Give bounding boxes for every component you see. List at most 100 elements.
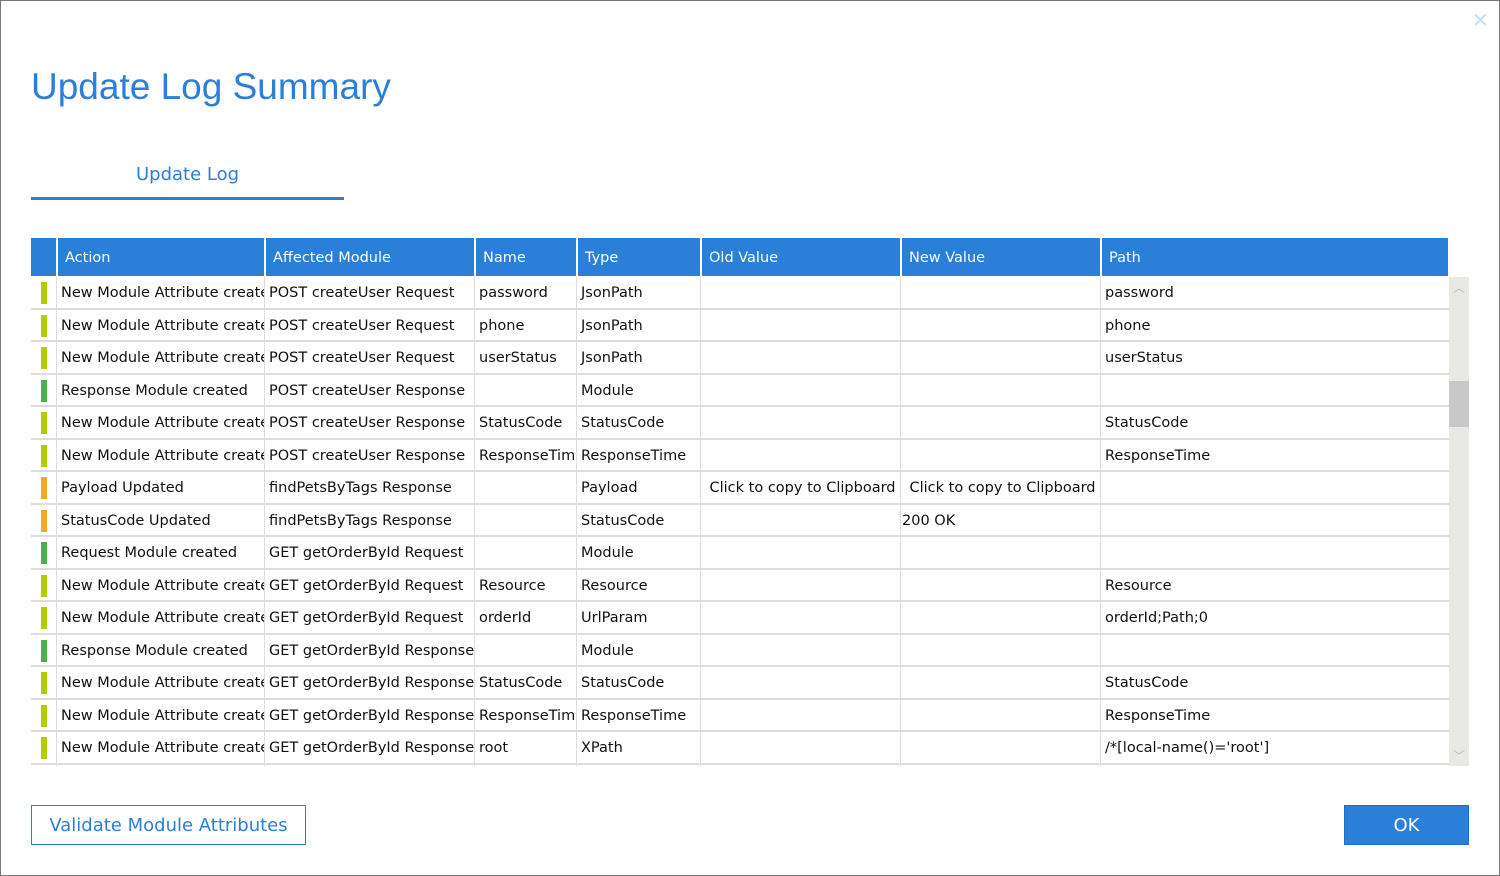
table-row[interactable]: New Module Attribute created GET getOrder… bbox=[31, 569, 1449, 602]
cell-path: StatusCode bbox=[1100, 667, 1448, 698]
cell-name: StatusCode bbox=[474, 667, 576, 698]
cell-new bbox=[900, 407, 1100, 438]
cell-name: orderId bbox=[474, 602, 576, 633]
cell-new bbox=[900, 602, 1100, 633]
table-row[interactable]: New Module Attribute created POST createU… bbox=[31, 342, 1449, 375]
cell-new bbox=[900, 537, 1100, 568]
table-row[interactable]: Request Module created GET getOrderById R… bbox=[31, 537, 1449, 570]
table-row[interactable]: Response Module created GET getOrderById … bbox=[31, 634, 1449, 667]
cell-module: findPetsByTags Response bbox=[264, 472, 474, 503]
cell-type: JsonPath bbox=[576, 342, 700, 373]
header-type[interactable]: Type bbox=[576, 238, 700, 276]
cell-path: orderId;Path;0 bbox=[1100, 602, 1448, 633]
status-bar bbox=[41, 672, 47, 694]
status-indicator bbox=[31, 667, 56, 698]
cell-action: Request Module created bbox=[56, 537, 264, 568]
table-row[interactable]: New Module Attribute created GET getOrder… bbox=[31, 667, 1449, 700]
status-bar bbox=[41, 574, 47, 597]
cell-name: userStatus bbox=[474, 342, 576, 373]
cell-path: userStatus bbox=[1100, 342, 1448, 373]
cell-path bbox=[1100, 764, 1448, 766]
cell-name bbox=[474, 764, 576, 766]
cell-path bbox=[1100, 472, 1448, 503]
cell-module: GET getOrderById Response bbox=[264, 732, 474, 763]
table-row[interactable] bbox=[31, 764, 1449, 766]
header-new-value[interactable]: New Value bbox=[900, 238, 1100, 276]
cell-new bbox=[900, 732, 1100, 763]
status-bar bbox=[41, 314, 47, 337]
validate-module-attributes-button[interactable]: Validate Module Attributes bbox=[31, 805, 306, 845]
cell-path bbox=[1100, 504, 1448, 535]
cell-old bbox=[700, 569, 900, 600]
cell-type: Module bbox=[576, 537, 700, 568]
status-indicator bbox=[31, 440, 56, 471]
table-row[interactable]: New Module Attribute created POST createU… bbox=[31, 277, 1449, 310]
table-row[interactable]: StatusCode Updated findPetsByTags Respons… bbox=[31, 504, 1449, 537]
vertical-scrollbar[interactable]: ︿ ﹀ bbox=[1449, 277, 1469, 766]
status-bar bbox=[41, 379, 47, 402]
cell-type: Module bbox=[576, 634, 700, 665]
header-name[interactable]: Name bbox=[474, 238, 576, 276]
cell-module: findPetsByTags Response bbox=[264, 504, 474, 535]
cell-old bbox=[700, 342, 900, 373]
close-icon[interactable]: ✕ bbox=[1472, 8, 1489, 32]
header-action[interactable]: Action bbox=[56, 238, 264, 276]
cell-type: Payload bbox=[576, 472, 700, 503]
cell-action: New Module Attribute created bbox=[56, 602, 264, 633]
cell-module: GET getOrderById Request bbox=[264, 537, 474, 568]
tab-update-log[interactable]: Update Log bbox=[31, 160, 344, 200]
table-row[interactable]: New Module Attribute created GET getOrder… bbox=[31, 732, 1449, 765]
cell-new bbox=[900, 342, 1100, 373]
header-path[interactable]: Path bbox=[1100, 238, 1448, 276]
status-indicator bbox=[31, 472, 56, 503]
table-row[interactable]: New Module Attribute created GET getOrder… bbox=[31, 699, 1449, 732]
cell-action: New Module Attribute created bbox=[56, 277, 264, 308]
cell-module: GET getOrderById Response bbox=[264, 667, 474, 698]
cell-type bbox=[576, 764, 700, 766]
cell-type: Resource bbox=[576, 569, 700, 600]
cell-name bbox=[474, 634, 576, 665]
table-row[interactable]: New Module Attribute created POST createU… bbox=[31, 309, 1449, 342]
scrollbar-thumb[interactable] bbox=[1449, 381, 1469, 427]
status-bar bbox=[41, 704, 47, 727]
cell-new bbox=[900, 309, 1100, 340]
table-row[interactable]: Payload Updated findPetsByTags Response Pa… bbox=[31, 472, 1449, 505]
cell-new[interactable]: Click to copy to Clipboard bbox=[900, 472, 1100, 503]
dialog-title: Update Log Summary bbox=[31, 66, 391, 107]
cell-old bbox=[700, 374, 900, 405]
status-bar bbox=[41, 509, 47, 532]
table-row[interactable]: Response Module created POST createUser R… bbox=[31, 374, 1449, 407]
cell-type: ResponseTime bbox=[576, 699, 700, 730]
cell-action: New Module Attribute created bbox=[56, 732, 264, 763]
cell-new bbox=[900, 374, 1100, 405]
status-bar bbox=[41, 412, 47, 434]
cell-action bbox=[56, 764, 264, 766]
cell-old bbox=[700, 407, 900, 438]
status-indicator bbox=[31, 342, 56, 373]
cell-path bbox=[1100, 374, 1448, 405]
table-row[interactable]: New Module Attribute created POST createU… bbox=[31, 439, 1449, 472]
cell-type: StatusCode bbox=[576, 504, 700, 535]
status-bar bbox=[41, 444, 47, 467]
status-indicator bbox=[31, 375, 56, 406]
scroll-down-icon[interactable]: ﹀ bbox=[1452, 749, 1465, 763]
status-bar bbox=[41, 607, 47, 629]
header-affected-module[interactable]: Affected Module bbox=[264, 238, 474, 276]
ok-button[interactable]: OK bbox=[1344, 805, 1469, 845]
cell-type: XPath bbox=[576, 732, 700, 763]
table-row[interactable]: New Module Attribute created POST createU… bbox=[31, 407, 1449, 440]
status-bar bbox=[41, 542, 47, 564]
status-bar bbox=[41, 737, 47, 759]
cell-module: POST createUser Request bbox=[264, 277, 474, 308]
cell-action: New Module Attribute created bbox=[56, 342, 264, 373]
cell-old[interactable]: Click to copy to Clipboard bbox=[700, 472, 900, 503]
scroll-up-icon[interactable]: ︿ bbox=[1452, 281, 1465, 295]
status-indicator bbox=[31, 407, 56, 438]
table-row[interactable]: New Module Attribute created GET getOrder… bbox=[31, 602, 1449, 635]
cell-old bbox=[700, 504, 900, 535]
header-old-value[interactable]: Old Value bbox=[700, 238, 900, 276]
cell-new bbox=[900, 439, 1100, 470]
cell-path: ResponseTime bbox=[1100, 439, 1448, 470]
cell-action: Response Module created bbox=[56, 634, 264, 665]
cell-module: POST createUser Request bbox=[264, 342, 474, 373]
